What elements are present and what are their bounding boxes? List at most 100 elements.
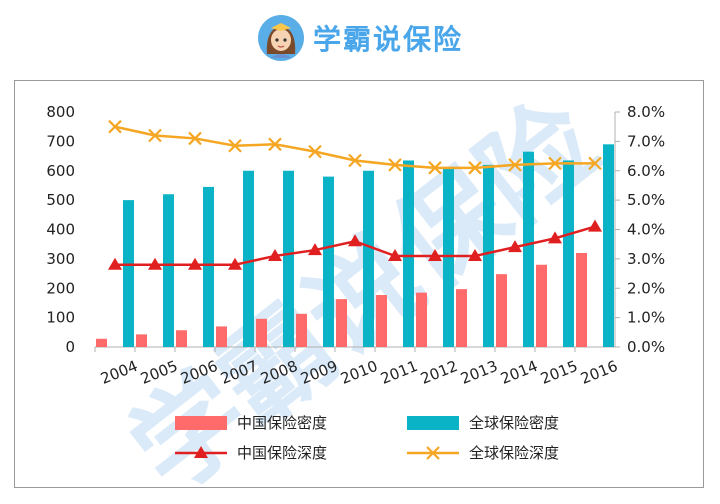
point-global-depth <box>548 156 562 171</box>
y-right-tick-label: 6.0% <box>627 162 665 180</box>
point-china-depth <box>188 257 202 270</box>
bar-china-density <box>576 253 587 347</box>
legend-label: 全球保险深度 <box>469 444 559 462</box>
point-global-depth <box>108 119 122 134</box>
point-global-depth <box>268 137 282 152</box>
brand-logo: 学霸说保险 <box>257 14 463 62</box>
bar-china-density <box>416 292 427 347</box>
bar-china-density <box>456 289 467 347</box>
x-tick-label: 2013 <box>458 357 500 388</box>
bar-global-density <box>523 151 534 347</box>
bar-global-density <box>363 170 374 347</box>
point-china-depth <box>268 248 282 261</box>
point-mark <box>228 139 242 153</box>
x-tick-label: 2016 <box>578 357 620 388</box>
bar-china-density <box>496 274 507 347</box>
legend-swatch <box>175 416 227 430</box>
point-mark <box>548 156 562 171</box>
point-china-depth <box>388 248 402 261</box>
x-tick-label: 2014 <box>498 357 540 388</box>
point-mark <box>148 128 162 143</box>
y-right-tick-label: 1.0% <box>627 309 665 327</box>
y-left-tick-label: 600 <box>46 162 75 180</box>
x-tick-label: 2012 <box>418 357 460 388</box>
legend-item: 全球保险深度 <box>407 444 559 462</box>
y-left-tick-label: 0 <box>65 338 75 356</box>
point-mark <box>468 161 482 175</box>
point-china-depth <box>508 240 522 253</box>
point-global-depth <box>428 161 442 175</box>
bar-global-density <box>203 186 214 347</box>
legend-item: 中国保险密度 <box>175 414 327 432</box>
y-left-tick-label: 400 <box>46 221 75 239</box>
point-china-depth <box>308 243 322 256</box>
point-mark <box>308 144 322 159</box>
y-right-tick-label: 3.0% <box>627 250 665 268</box>
bar-china-density <box>256 318 267 347</box>
point-global-depth <box>508 158 522 172</box>
y-left-tick-label: 200 <box>46 279 75 297</box>
point-global-depth <box>388 158 402 172</box>
bar-global-density <box>443 167 454 347</box>
girl-avatar-icon <box>257 15 304 61</box>
point-china-depth <box>588 219 602 232</box>
x-tick-label: 2004 <box>98 357 140 388</box>
point-china-depth <box>228 257 242 270</box>
point-china-depth <box>148 257 162 270</box>
bar-china-density <box>136 334 147 347</box>
y-left-tick-label: 500 <box>46 191 75 209</box>
y-right-tick-label: 2.0% <box>627 279 665 297</box>
bar-china-density <box>376 295 387 347</box>
point-china-depth <box>468 248 482 261</box>
chart: 学霸说保险01002003004005006007008000.0%1.0%2.… <box>46 81 665 487</box>
y-right-tick-label: 0.0% <box>627 338 665 356</box>
legend-item: 全球保险密度 <box>407 414 559 432</box>
point-mark <box>108 119 122 134</box>
y-right-tick-label: 7.0% <box>627 132 665 150</box>
bar-global-density <box>163 194 174 347</box>
point-global-depth <box>468 161 482 175</box>
bar-global-density <box>603 144 614 347</box>
bar-global-density <box>483 164 494 347</box>
y-right-tick-label: 5.0% <box>627 191 665 209</box>
point-mark <box>348 153 362 168</box>
y-right-tick-label: 4.0% <box>627 221 665 239</box>
bar-china-density <box>336 299 347 347</box>
bar-china-density <box>536 264 547 347</box>
legend-swatch <box>407 416 459 430</box>
y-left-tick-label: 300 <box>46 250 75 268</box>
bar-global-density <box>563 160 574 347</box>
bar-global-density <box>123 200 134 347</box>
bar-global-density <box>243 170 254 347</box>
point-china-depth <box>428 248 442 261</box>
bar-china-density <box>216 326 227 347</box>
point-global-depth <box>188 131 202 146</box>
bar-china-density <box>296 313 307 347</box>
y-left-tick-label: 100 <box>46 309 75 327</box>
point-mark <box>588 156 602 171</box>
legend-label: 中国保险密度 <box>237 414 327 432</box>
point-mark <box>428 161 442 175</box>
y-left-tick-label: 800 <box>46 103 75 121</box>
legend-marker <box>194 446 208 458</box>
brand-header: 学霸说保险 <box>0 0 720 76</box>
point-china-depth <box>348 234 362 247</box>
legend-label: 全球保险密度 <box>469 414 559 432</box>
point-mark <box>388 158 402 172</box>
point-mark <box>268 137 282 152</box>
point-china-depth <box>108 257 122 270</box>
bar-china-density <box>176 330 187 347</box>
bar-global-density <box>323 176 334 347</box>
point-global-depth <box>228 139 242 153</box>
y-left-tick-label: 700 <box>46 132 75 150</box>
bar-global-density <box>283 170 294 347</box>
legend-item: 中国保险深度 <box>175 444 327 462</box>
point-global-depth <box>308 144 322 159</box>
point-china-depth <box>548 231 562 244</box>
legend-label: 中国保险深度 <box>237 444 327 462</box>
y-right-tick-label: 8.0% <box>627 103 665 121</box>
chart-frame: 学霸说保险 0 100 200 300 400 500 600 700 800 0.0% 1.0% 2.… <box>14 80 704 488</box>
point-mark <box>508 158 522 172</box>
brand-name: 学霸说保险 <box>312 23 463 56</box>
point-global-depth <box>148 128 162 143</box>
